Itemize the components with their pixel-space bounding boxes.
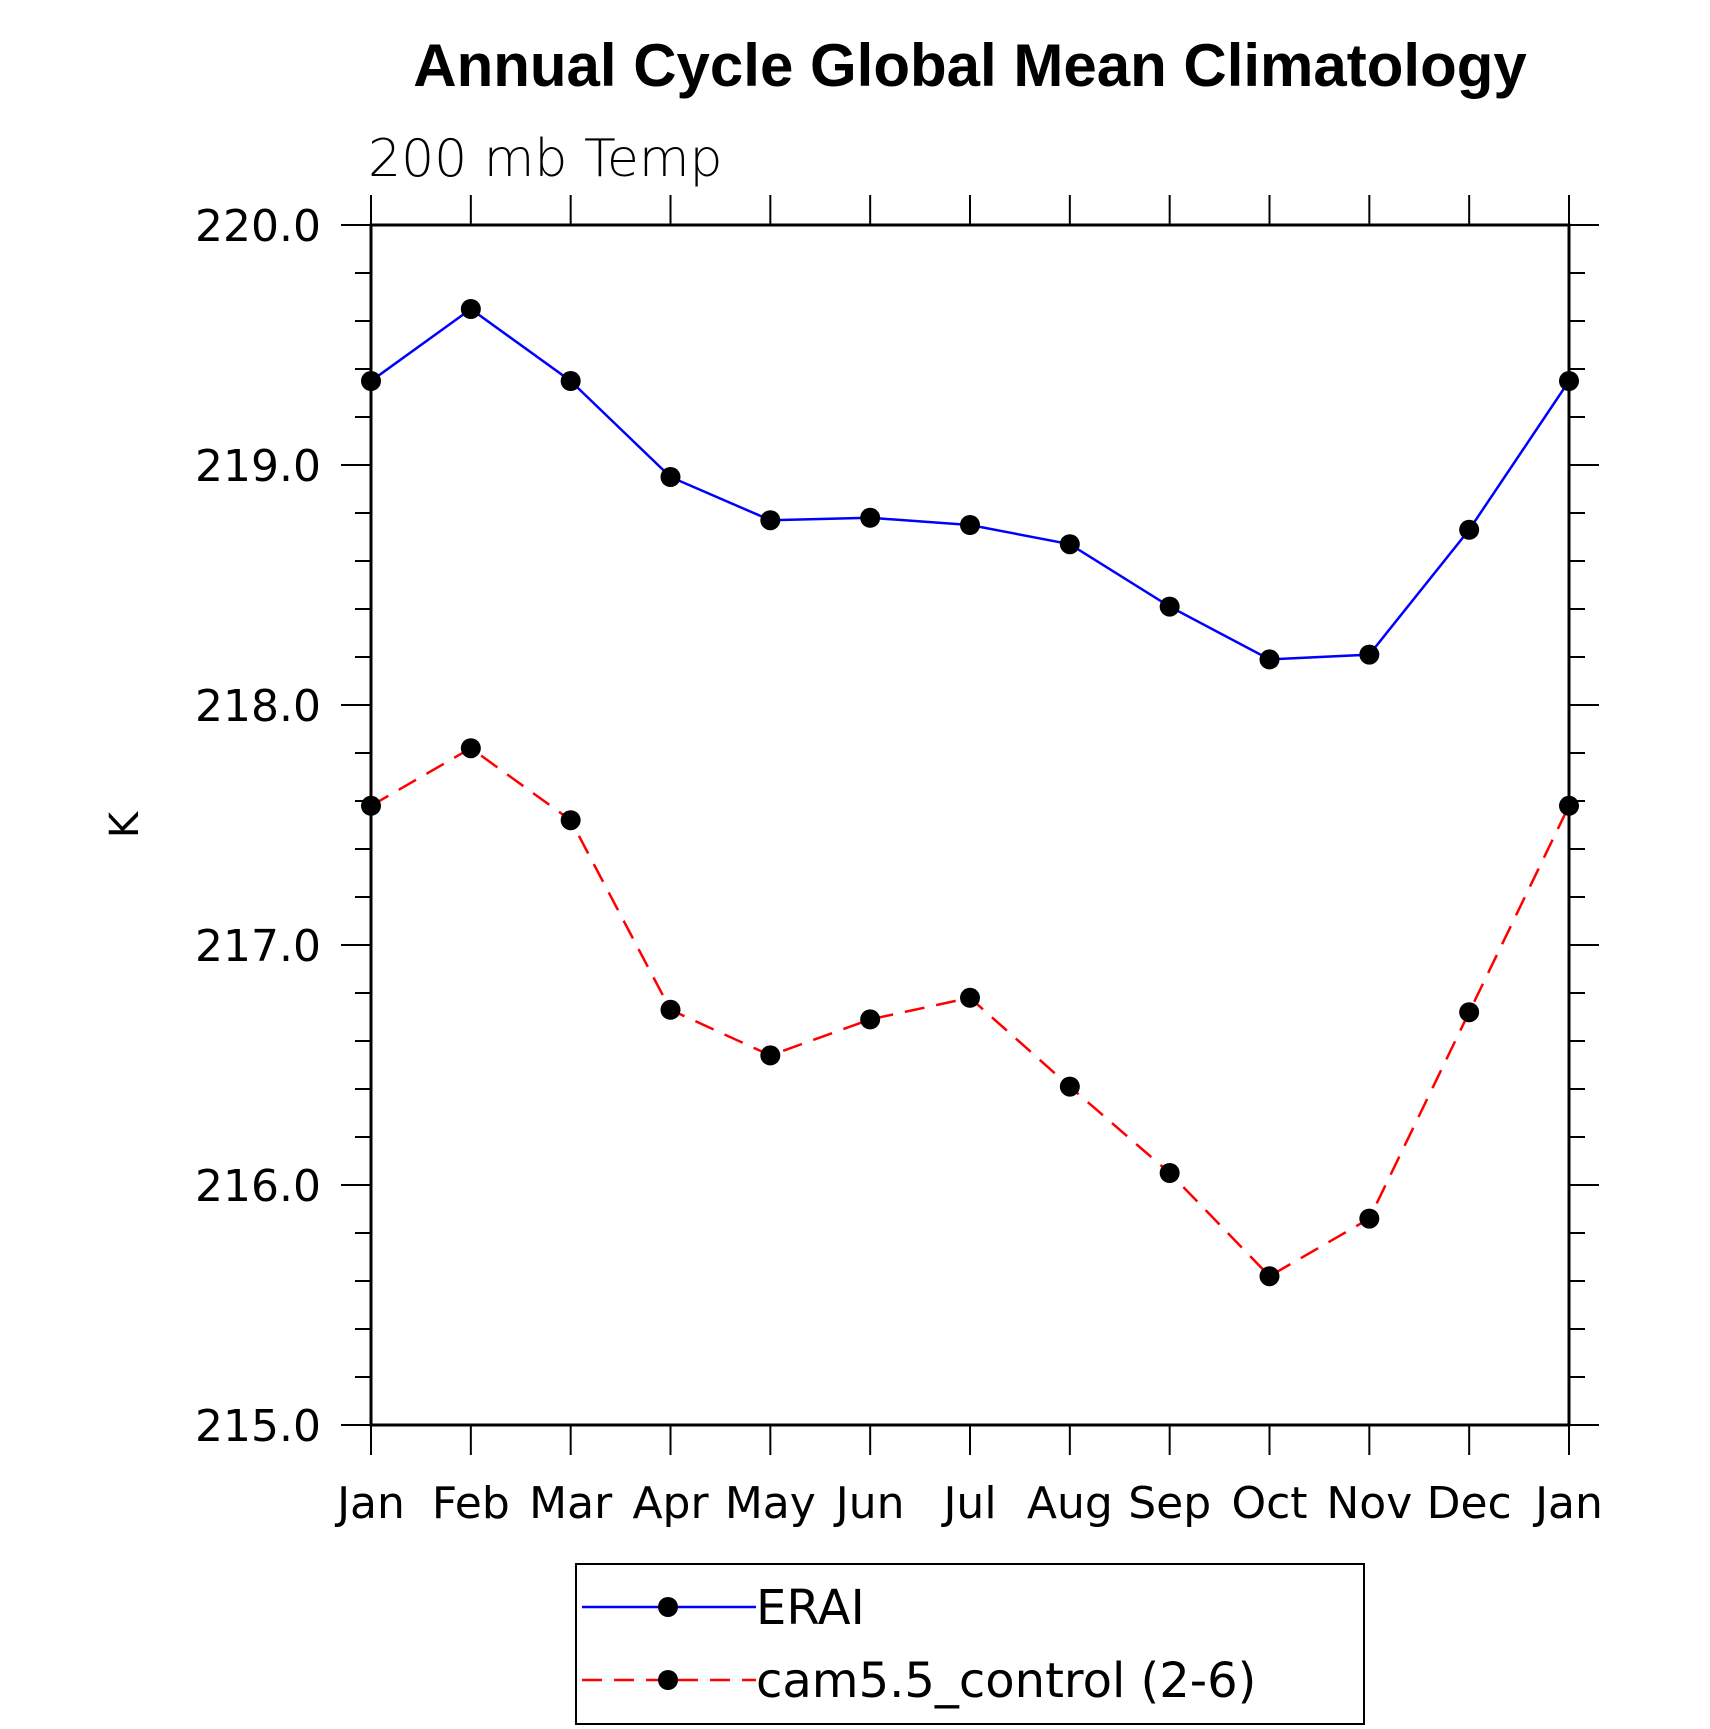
- series-0-point: [560, 371, 581, 391]
- series-0-point: [1459, 519, 1480, 540]
- legend-label-cam55: cam5.5_control (2-6): [756, 1653, 1256, 1709]
- y-tick-label: 217.0: [195, 921, 321, 972]
- y-tick-label: 216.0: [195, 1161, 321, 1212]
- legend-box: [575, 1563, 1365, 1725]
- series-1-point: [760, 1045, 781, 1066]
- series-line-1: [370, 746, 1571, 1278]
- legend-label-erai: ERAI: [756, 1580, 865, 1636]
- series-0-point: [760, 510, 781, 531]
- series-1-point: [1159, 1163, 1180, 1183]
- series-1-point: [361, 795, 381, 816]
- x-tick-label: Nov: [1326, 1478, 1412, 1529]
- x-tick-label: Aug: [1027, 1478, 1113, 1529]
- chart-title: Annual Cycle Global Mean Climatology: [413, 32, 1527, 99]
- series-0-point: [1559, 371, 1579, 391]
- series-1-point: [1259, 1266, 1280, 1287]
- y-tick-label: 219.0: [195, 441, 321, 492]
- series-layer: [361, 299, 1579, 1287]
- legend-marker-erai: [658, 1597, 678, 1617]
- series-0-point: [460, 299, 481, 319]
- x-tick-label: Apr: [632, 1478, 709, 1529]
- series-1-point: [1459, 1002, 1480, 1023]
- x-tick-label: Sep: [1128, 1478, 1211, 1529]
- series-0-point: [960, 515, 980, 535]
- legend-marker-cam55: [658, 1670, 678, 1690]
- series-0-point: [1159, 596, 1180, 617]
- series-0-point: [361, 371, 381, 391]
- x-tick-label: Jun: [833, 1478, 905, 1529]
- x-tick-label: Oct: [1231, 1478, 1307, 1529]
- series-0-point: [1259, 649, 1280, 670]
- series-0-point: [1359, 644, 1380, 665]
- series-1-point: [1059, 1076, 1080, 1097]
- series-1-point: [660, 999, 681, 1020]
- series-0-point: [860, 507, 881, 528]
- series-1-point: [1359, 1208, 1380, 1229]
- y-tick-label: 215.0: [195, 1401, 321, 1452]
- series-1-point: [560, 810, 581, 831]
- x-tick-label: Jan: [1532, 1478, 1603, 1529]
- y-tick-label: 220.0: [195, 201, 321, 252]
- y-tick-label: 218.0: [195, 681, 321, 732]
- y-axis-label: K: [102, 810, 148, 838]
- x-ticks: Jan Feb Mar Apr May Jun Jul Aug Sep Oct Nov Dec Jan: [334, 195, 1603, 1529]
- series-line-0: [370, 307, 1571, 661]
- x-tick-label: May: [725, 1478, 816, 1529]
- x-tick-label: Feb: [432, 1478, 510, 1529]
- series-0-point: [660, 467, 681, 487]
- series-1-point: [960, 987, 980, 1008]
- series-1-point: [860, 1009, 881, 1030]
- x-tick-label: Dec: [1427, 1478, 1512, 1529]
- series-1-point: [1559, 795, 1579, 816]
- chart-subtitle: 200 mb Temp: [368, 129, 723, 189]
- legend: ERAI cam5.5_control (2-6): [575, 1563, 1365, 1725]
- y-ticks: 215.0 216.0 217.0 218.0 219.0 220.0: [195, 201, 1599, 1452]
- x-tick-label: Jan: [334, 1478, 405, 1529]
- series-1-point: [460, 738, 481, 759]
- plot-frame: [369, 223, 1571, 1427]
- x-tick-label: Jul: [940, 1478, 996, 1529]
- series-0-point: [1059, 534, 1080, 555]
- x-tick-label: Mar: [529, 1478, 613, 1529]
